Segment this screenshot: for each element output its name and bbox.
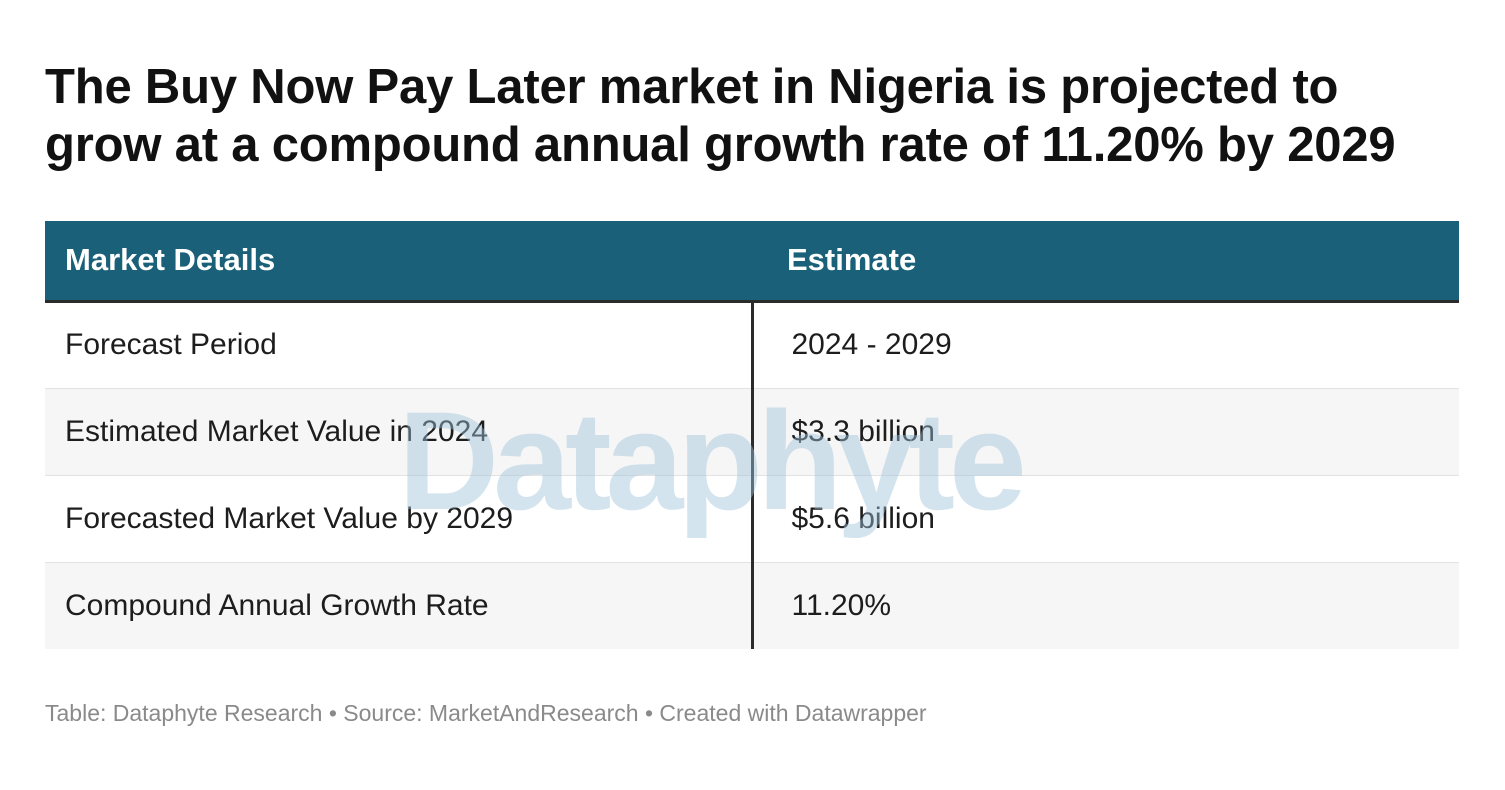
- column-header-estimate: Estimate: [752, 221, 1459, 303]
- footer-credits: Table: Dataphyte Research • Source: Mark…: [45, 700, 927, 726]
- table-row: Forecast Period 2024 - 2029: [45, 301, 1459, 389]
- data-table: Market Details Estimate Forecast Period …: [45, 221, 1459, 649]
- cell-market-detail: Estimated Market Value in 2024: [45, 388, 752, 476]
- cell-estimate: 11.20%: [750, 562, 1459, 649]
- cell-estimate: $3.3 billion: [750, 388, 1459, 476]
- cell-market-detail: Compound Annual Growth Rate: [45, 562, 752, 649]
- cell-estimate: 2024 - 2029: [750, 301, 1459, 389]
- data-table-container: Market Details Estimate Forecast Period …: [45, 221, 1459, 649]
- cell-estimate: $5.6 billion: [750, 475, 1459, 563]
- table-row: Forecasted Market Value by 2029 $5.6 bil…: [45, 475, 1459, 563]
- column-header-market-details: Market Details: [45, 221, 752, 303]
- table-row: Compound Annual Growth Rate 11.20%: [45, 562, 1459, 649]
- cell-market-detail: Forecast Period: [45, 301, 752, 389]
- chart-title: The Buy Now Pay Later market in Nigeria …: [45, 60, 1396, 172]
- table-header-row: Market Details Estimate: [45, 221, 1459, 303]
- cell-market-detail: Forecasted Market Value by 2029: [45, 475, 752, 563]
- table-row: Estimated Market Value in 2024 $3.3 bill…: [45, 388, 1459, 476]
